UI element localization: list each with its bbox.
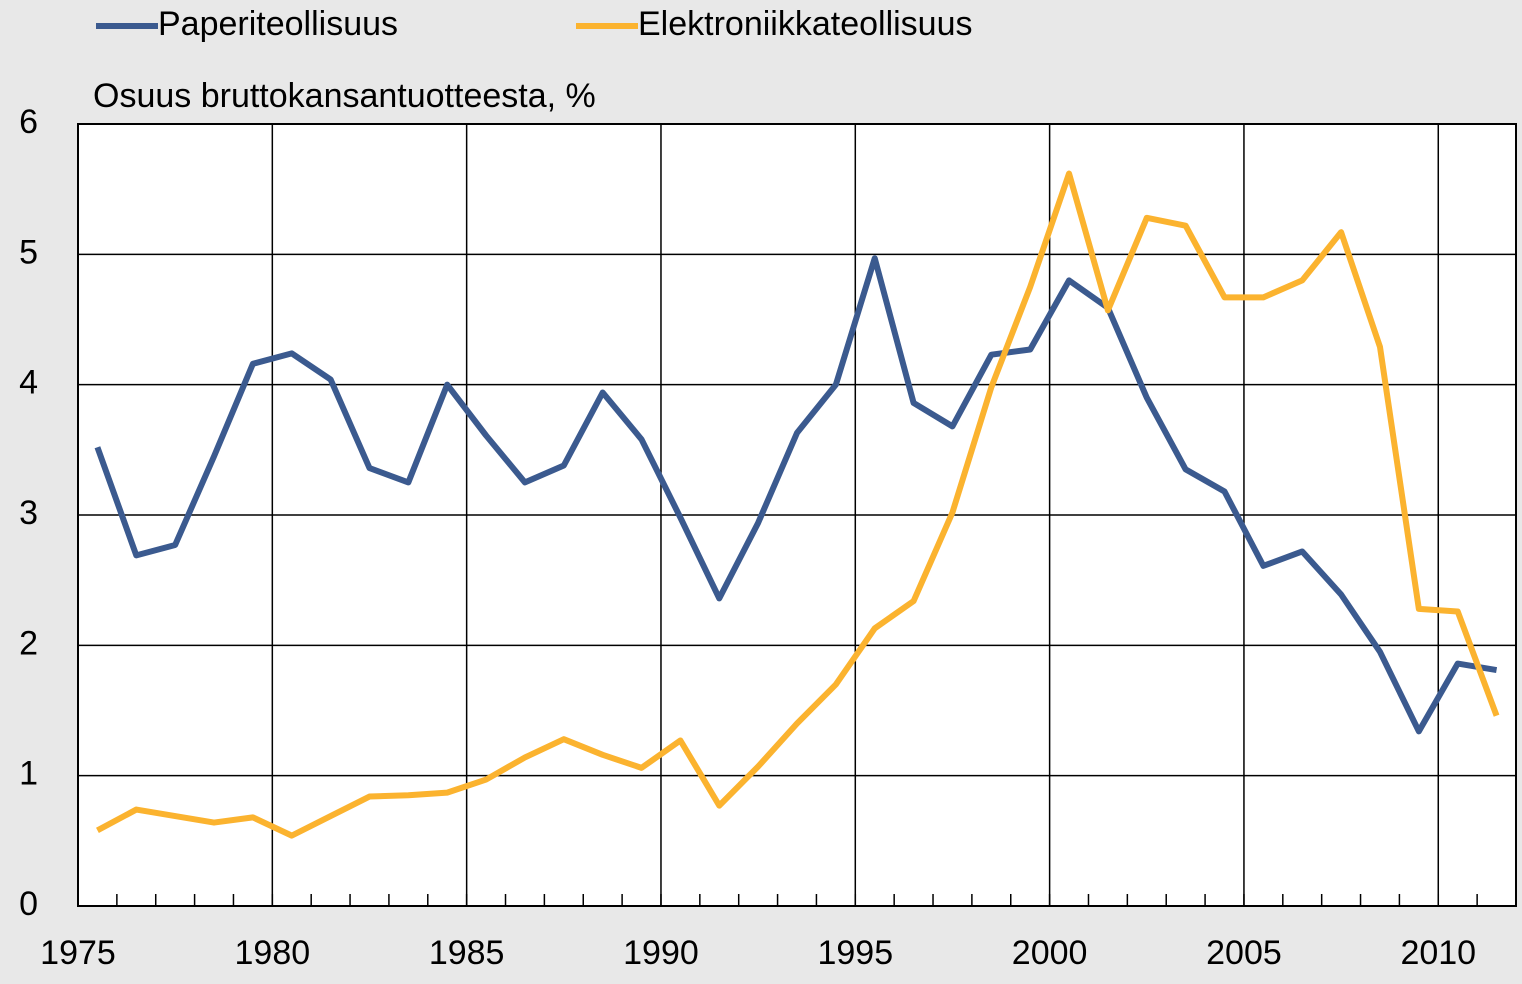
y-tick-label: 0 — [19, 885, 38, 923]
x-tick-label: 2000 — [1012, 934, 1088, 972]
data-line — [96, 170, 1500, 839]
x-tick-label: 2010 — [1400, 934, 1476, 972]
y-tick-label: 3 — [19, 494, 38, 532]
x-tick-label: 2005 — [1206, 934, 1282, 972]
y-tick-label: 1 — [19, 755, 38, 793]
x-tick-label: 1985 — [429, 934, 505, 972]
y-tick-label: 6 — [19, 103, 38, 141]
y-tick-label: 4 — [19, 364, 38, 402]
data-line — [94, 255, 1498, 735]
y-tick-label: 2 — [19, 624, 38, 662]
legend-label: Elektroniikkateollisuus — [638, 5, 973, 43]
y-axis-label: Osuus bruttokansantuotteesta, % — [93, 77, 596, 115]
x-tick-label: 1990 — [623, 934, 699, 972]
x-tick-label: 1980 — [235, 934, 311, 972]
x-tick-label: 1975 — [40, 934, 116, 972]
x-tick-label: 1995 — [817, 934, 893, 972]
y-tick-label: 5 — [19, 233, 38, 271]
legend-label: Paperiteollisuus — [158, 5, 398, 43]
